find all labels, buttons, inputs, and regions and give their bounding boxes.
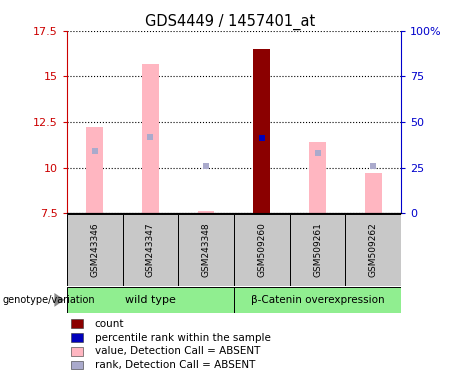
FancyBboxPatch shape bbox=[67, 287, 234, 313]
Text: GSM243347: GSM243347 bbox=[146, 223, 155, 277]
Text: GDS4449 / 1457401_at: GDS4449 / 1457401_at bbox=[145, 13, 316, 30]
FancyBboxPatch shape bbox=[234, 214, 290, 286]
Text: count: count bbox=[95, 319, 124, 329]
Bar bbox=[198, 211, 214, 213]
FancyBboxPatch shape bbox=[178, 214, 234, 286]
Text: GSM509260: GSM509260 bbox=[257, 223, 266, 277]
Text: β-Catenin overexpression: β-Catenin overexpression bbox=[251, 295, 384, 305]
Text: GSM509262: GSM509262 bbox=[369, 223, 378, 277]
Text: GSM509261: GSM509261 bbox=[313, 223, 322, 277]
FancyBboxPatch shape bbox=[123, 214, 178, 286]
FancyBboxPatch shape bbox=[290, 214, 345, 286]
Text: GSM243348: GSM243348 bbox=[201, 223, 211, 277]
FancyBboxPatch shape bbox=[345, 214, 401, 286]
Text: rank, Detection Call = ABSENT: rank, Detection Call = ABSENT bbox=[95, 360, 255, 370]
Text: value, Detection Call = ABSENT: value, Detection Call = ABSENT bbox=[95, 346, 260, 356]
Bar bbox=[86, 127, 103, 213]
FancyBboxPatch shape bbox=[234, 287, 401, 313]
FancyBboxPatch shape bbox=[67, 214, 123, 286]
Text: genotype/variation: genotype/variation bbox=[2, 295, 95, 305]
Text: percentile rank within the sample: percentile rank within the sample bbox=[95, 333, 271, 343]
Text: wild type: wild type bbox=[125, 295, 176, 305]
Polygon shape bbox=[54, 293, 65, 307]
Bar bbox=[254, 49, 270, 213]
Bar bbox=[309, 142, 326, 213]
Bar bbox=[365, 173, 382, 213]
Text: GSM243346: GSM243346 bbox=[90, 223, 99, 277]
Bar bbox=[142, 64, 159, 213]
